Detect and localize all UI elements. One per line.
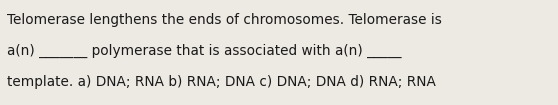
Text: a(n) _______ polymerase that is associated with a(n) _____: a(n) _______ polymerase that is associat… xyxy=(7,44,401,58)
Text: template. a) DNA; RNA b) RNA; DNA c) DNA; DNA d) RNA; RNA: template. a) DNA; RNA b) RNA; DNA c) DNA… xyxy=(7,75,436,89)
Text: Telomerase lengthens the ends of chromosomes. Telomerase is: Telomerase lengthens the ends of chromos… xyxy=(7,13,441,27)
